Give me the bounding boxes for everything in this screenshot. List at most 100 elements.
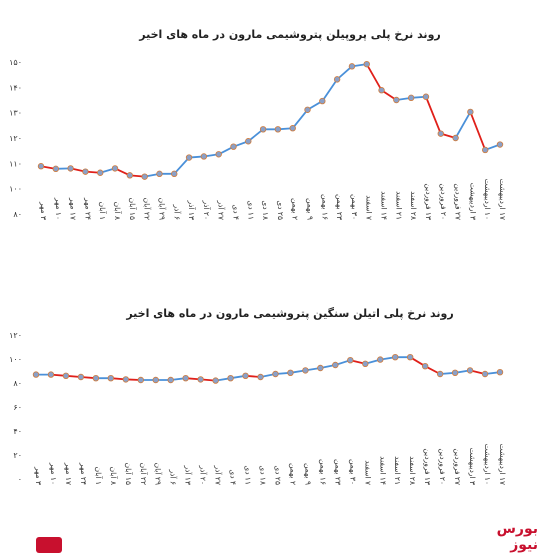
series-segment <box>321 78 339 102</box>
data-point <box>362 360 369 367</box>
data-point <box>107 375 115 382</box>
x-tick-label: ۱۳ آذر <box>187 200 197 221</box>
data-point <box>67 165 74 172</box>
data-point <box>378 87 385 94</box>
data-point <box>37 163 45 170</box>
x-tick-label: ۲۱ اسفند <box>393 456 402 485</box>
data-point <box>332 361 339 369</box>
x-tick-label: ۱۴ اسفند <box>378 456 387 485</box>
x-tick-label: ۲۰ فروردین <box>438 448 447 485</box>
data-point <box>347 357 354 364</box>
x-tick-label: ۲۷ فروردین <box>453 448 462 485</box>
x-axis: ۳ مهر ۱۰ مهر ۱۷ مهر ۲۴ مهر ۱ آبان ۸ آبان ۱۵ آب… <box>39 179 507 220</box>
data-point <box>171 170 178 178</box>
y-tick-label: ۱۰۰ <box>9 355 22 364</box>
x-tick-label: ۱۰ اردیبهشت <box>483 444 492 485</box>
data-point <box>317 364 324 372</box>
x-tick-label: ۲۷ فروردین <box>454 183 463 220</box>
x-tick-label: ۹ بهمن <box>303 463 312 485</box>
series-segment <box>469 111 487 151</box>
data-point <box>302 367 309 374</box>
x-tick-label: ۴ دی <box>231 204 240 220</box>
x-tick-label: ۲۴ مهر <box>79 462 88 485</box>
series-segment <box>291 108 309 130</box>
data-point <box>230 143 237 150</box>
series-segment <box>336 65 353 81</box>
data-point <box>348 63 356 70</box>
x-tick-label: ۱۰ مهر <box>49 462 58 485</box>
x-tick-label: ۲۲ آبان <box>143 198 153 220</box>
data-point <box>272 370 279 378</box>
data-point <box>437 130 444 137</box>
data-point <box>82 168 89 175</box>
x-tick-label: ۸ آبان <box>113 202 123 220</box>
x-tick-label: ۱۳ فروردین <box>423 448 432 485</box>
x-tick-label: ۱ آبان <box>98 202 108 220</box>
y-tick-label: ۶۰ <box>13 403 22 412</box>
x-tick-label: ۱۰ مهر <box>54 197 63 220</box>
data-point <box>122 376 130 383</box>
series-line <box>35 356 501 382</box>
data-point <box>215 151 222 158</box>
data-point <box>377 356 384 363</box>
x-tick-label: ۲۸ اسفند <box>409 191 418 220</box>
x-tick-label: ۱۶ بهمن <box>318 459 327 485</box>
x-tick-label: ۷ اسفند <box>363 460 372 485</box>
x-axis: ۳ مهر ۱۰ مهر ۱۷ مهر ۲۴ مهر ۱ آبان ۸ آبان ۱۵ آب… <box>34 444 507 485</box>
x-tick-label: ۷ اسفند <box>365 195 374 220</box>
x-tick-label: ۲۳ بهمن <box>333 459 342 485</box>
data-point <box>137 376 144 384</box>
data-point <box>92 375 100 382</box>
data-point <box>185 154 193 161</box>
y-tick-label: ۱۲۰ <box>9 134 22 143</box>
data-point <box>304 106 311 113</box>
data-point <box>393 96 400 104</box>
chart-title: روند نرخ پلی پروپیلن پتروشیمی مارون در م… <box>138 28 441 41</box>
x-tick-label: ۶ آذر <box>172 204 182 220</box>
x-tick-label: ۲ بهمن <box>291 198 300 220</box>
y-tick-label: ۸۰ <box>13 379 22 388</box>
x-tick-label: ۱۷ مهر <box>64 462 73 485</box>
y-tick-label: ۱۲۰ <box>9 331 22 340</box>
x-tick-label: ۳ مهر <box>39 201 48 220</box>
series-markers <box>32 354 504 384</box>
x-tick-label: ۲۰ آذر <box>202 200 212 221</box>
x-tick-label: ۱۶ بهمن <box>320 194 329 220</box>
hdpe-price-chart: روند نرخ پلی اتیلن سنگین پتروشیمی مارون … <box>9 307 507 485</box>
x-tick-label: ۲۹ آبان <box>157 198 167 220</box>
series-line <box>40 63 501 178</box>
x-tick-label: ۱۰ اردیبهشت <box>483 179 492 220</box>
x-tick-label: ۲۰ آذر <box>199 465 209 486</box>
data-point <box>52 165 60 173</box>
data-point <box>257 373 264 381</box>
data-point <box>481 146 489 154</box>
data-point <box>452 134 459 142</box>
x-tick-label: ۲۵ دی <box>276 200 285 220</box>
data-point <box>126 172 134 179</box>
x-tick-label: ۳ مهر <box>34 466 43 485</box>
data-point <box>467 108 474 116</box>
y-axis: ۸۰ ۱۰۰ ۱۱۰ ۱۲۰ ۱۳۰ ۱۴۰ ۱۵۰ <box>9 58 22 219</box>
data-point <box>392 354 399 361</box>
data-point <box>421 363 429 370</box>
x-tick-label: ۲۱ اسفند <box>394 191 403 220</box>
x-tick-label: ۴ دی <box>229 469 238 485</box>
x-tick-label: ۳۰ بهمن <box>350 194 359 220</box>
data-point <box>287 369 294 376</box>
x-tick-label: ۳۰ بهمن <box>348 459 357 485</box>
x-tick-label: ۲۴ مهر <box>83 197 92 220</box>
polypropylene-price-chart: روند نرخ پلی پروپیلن پتروشیمی مارون در م… <box>9 28 507 220</box>
x-tick-label: ۱۳ فروردین <box>424 183 433 220</box>
data-point <box>319 97 326 105</box>
data-point <box>77 373 85 381</box>
data-point <box>111 165 119 172</box>
data-point <box>259 126 267 133</box>
x-tick-label: ۱۸ دی <box>261 200 270 220</box>
x-tick-label: ۳ اردیبهشت <box>468 448 477 485</box>
x-tick-label: ۱۵ آبان <box>124 463 134 485</box>
series-segment <box>425 95 442 135</box>
x-tick-label: ۱۴ اسفند <box>380 191 389 220</box>
data-point <box>212 377 219 384</box>
data-point <box>62 372 70 379</box>
